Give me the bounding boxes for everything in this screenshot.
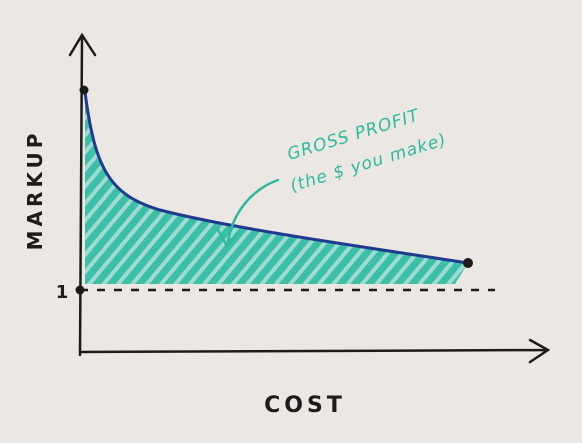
end-point bbox=[463, 258, 473, 268]
baseline-point bbox=[75, 285, 85, 295]
markup-curve bbox=[83, 91, 469, 265]
x-axis-label: COST bbox=[264, 393, 346, 418]
y-axis-label: MARKUP bbox=[23, 130, 47, 251]
x-axis bbox=[78, 338, 551, 364]
start-point bbox=[79, 85, 89, 95]
annotation-arrow bbox=[216, 178, 280, 249]
y-tick-label: 1 bbox=[56, 282, 73, 303]
profit-area bbox=[85, 92, 468, 284]
